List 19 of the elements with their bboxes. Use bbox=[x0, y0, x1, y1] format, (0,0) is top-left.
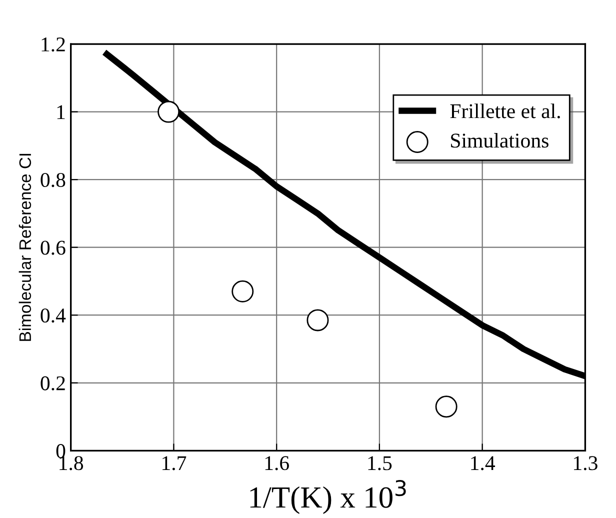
x-tick-label: 1.6 bbox=[265, 456, 289, 470]
y-tick-label: 0.4 bbox=[40, 308, 66, 323]
x-tick-label: 1.5 bbox=[368, 456, 392, 470]
y-tick-label: 1 bbox=[57, 105, 65, 120]
x-axis-title: 1/T(K) x 10$^{3}$ bbox=[250, 480, 406, 514]
x-tick-label: 1.3 bbox=[574, 456, 598, 470]
y-tick-label: 0.8 bbox=[40, 172, 66, 188]
x-tick-label: 1.4 bbox=[471, 456, 496, 470]
x-tick-label: 1.7 bbox=[162, 456, 186, 470]
y-tick-label: 0.2 bbox=[40, 376, 65, 390]
point bbox=[158, 100, 180, 123]
y-tick-label: 1.2 bbox=[42, 37, 65, 52]
legend-label: Simulations bbox=[451, 133, 548, 148]
y-tick-label: 0.6 bbox=[40, 240, 66, 255]
legend-label: Frillette et al. bbox=[450, 104, 560, 118]
point bbox=[306, 309, 329, 332]
y-tick-label: 0 bbox=[56, 444, 66, 458]
y-axis-title: Bimolecular Reference CI bbox=[18, 154, 32, 341]
x-tick-label: 1.8 bbox=[60, 456, 84, 470]
